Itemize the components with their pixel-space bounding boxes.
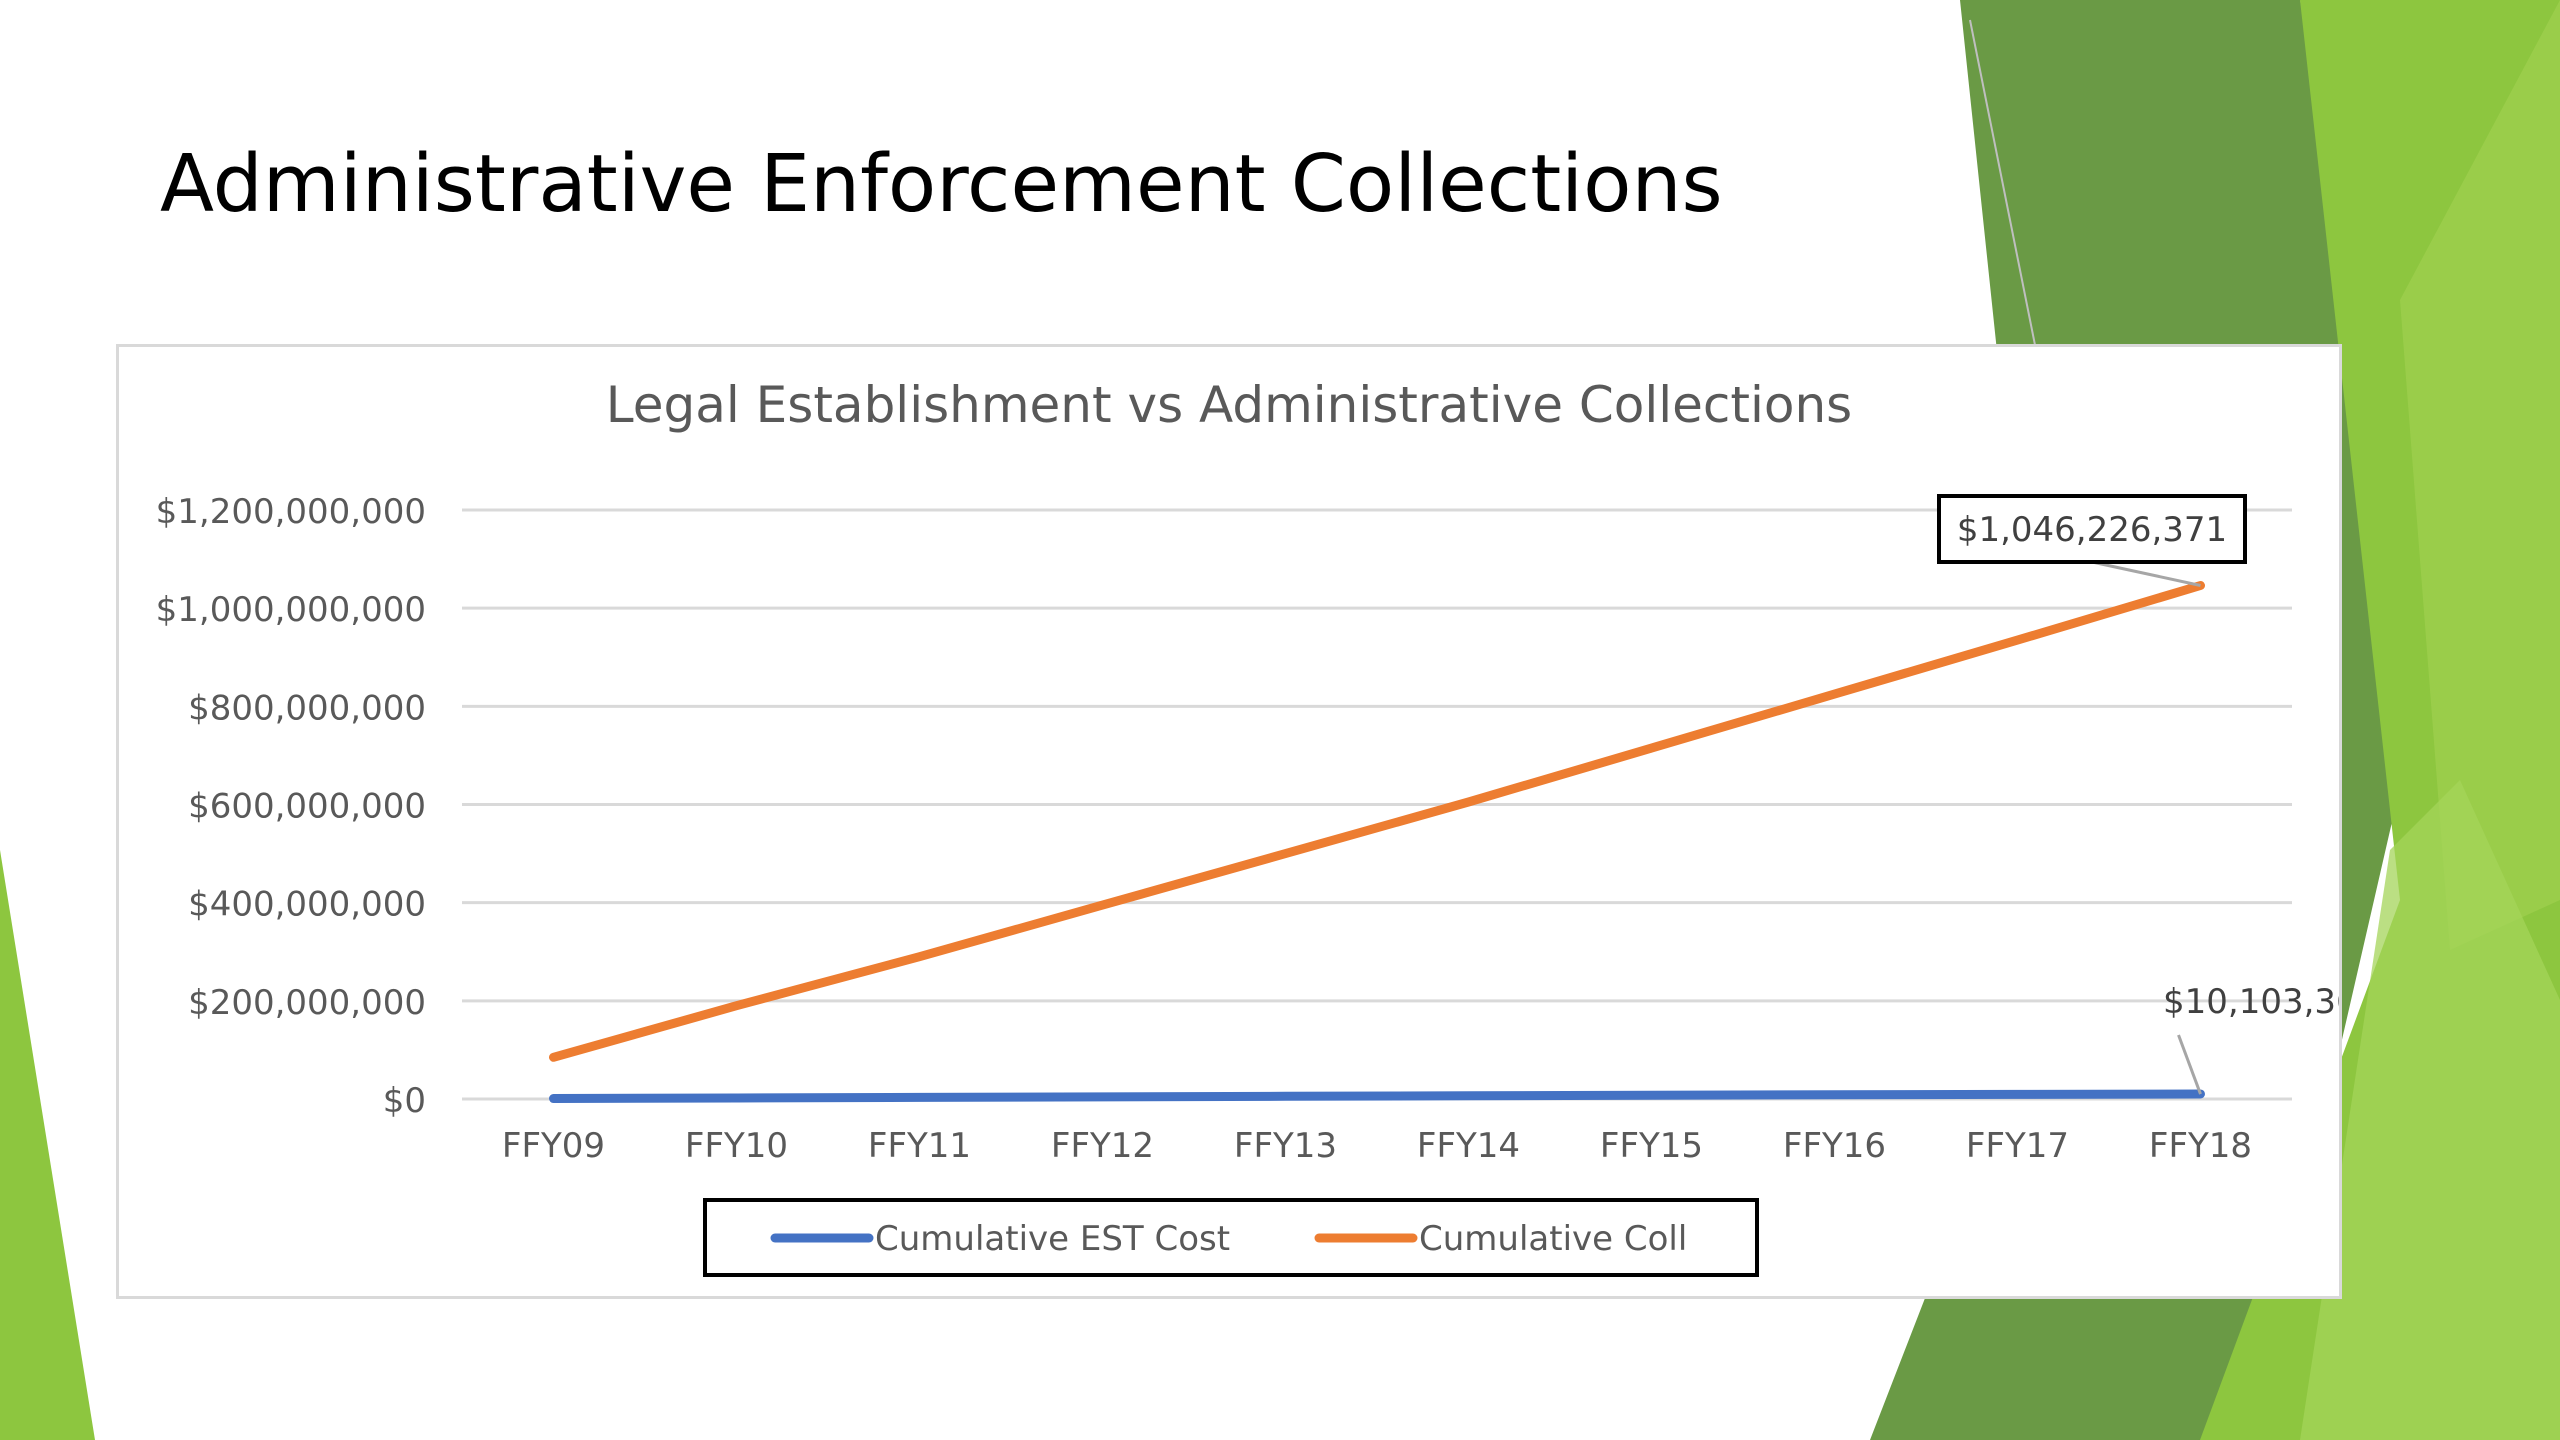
series-line: [549, 1089, 2205, 1103]
y-tick-label: $200,000,000: [188, 983, 426, 1023]
legend-box: [703, 1198, 1759, 1277]
slide-title: Administrative Enforcement Collections: [160, 138, 1723, 230]
x-tick-label: FFY10: [685, 1126, 788, 1166]
x-tick-label: FFY18: [2149, 1126, 2252, 1166]
y-tick-label: $400,000,000: [188, 885, 426, 925]
line-chart: Legal Establishment vs Administrative Co…: [156, 376, 2339, 1277]
x-tick-label: FFY15: [1600, 1126, 1703, 1166]
y-tick-label: $800,000,000: [188, 688, 426, 728]
data-label-leader: [2091, 560, 2201, 587]
thin-accent-line: [1969, 19, 2036, 346]
x-tick-label: FFY14: [1417, 1126, 1520, 1166]
data-label-box: [1937, 494, 2247, 564]
data-label-leader: [2177, 1034, 2202, 1095]
legend-entry: Cumulative Coll: [1419, 1219, 1687, 1259]
x-tick-label: FFY12: [1051, 1126, 1154, 1166]
data-label: $1,046,226,371: [1957, 510, 2227, 550]
data-label: $10,103,362: [2163, 982, 2339, 1022]
series-line: [549, 581, 2205, 1062]
x-tick-label: FFY09: [502, 1126, 605, 1166]
y-tick-label: $1,200,000,000: [156, 492, 426, 532]
green-facet-left: [0, 850, 95, 1440]
green-facet-pale: [2300, 780, 2560, 1440]
x-tick-label: FFY11: [868, 1126, 971, 1166]
chart-title: Legal Establishment vs Administrative Co…: [606, 376, 1852, 434]
y-tick-label: $600,000,000: [188, 787, 426, 827]
x-tick-label: FFY17: [1966, 1126, 2069, 1166]
y-tick-label: $0: [383, 1081, 426, 1121]
chart-frame: Legal Establishment vs Administrative Co…: [116, 344, 2342, 1299]
x-tick-label: FFY13: [1234, 1126, 1337, 1166]
legend-entry: Cumulative EST Cost: [875, 1219, 1230, 1259]
x-tick-label: FFY16: [1783, 1126, 1886, 1166]
green-facet-highlight: [2400, 0, 2560, 950]
y-tick-label: $1,000,000,000: [156, 590, 426, 630]
